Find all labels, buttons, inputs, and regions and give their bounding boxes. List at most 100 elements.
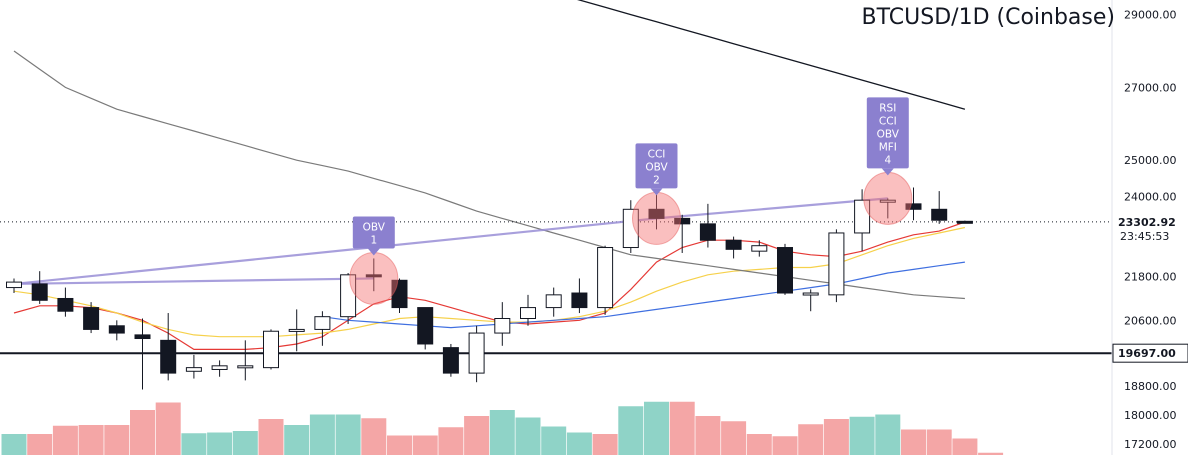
candle-countdown-label: 23:45:53 <box>1120 230 1169 243</box>
candle-down <box>134 334 151 340</box>
current-price-tag <box>1113 211 1188 246</box>
volume-bar <box>618 406 644 455</box>
candle-down <box>777 247 793 294</box>
volume-bar <box>258 419 284 455</box>
volume-bar <box>78 425 104 455</box>
volume-bar <box>232 431 258 455</box>
price-tick-label: 25000.00 <box>1124 154 1177 167</box>
candle-down <box>365 274 382 278</box>
candle-down <box>442 347 459 374</box>
volume-bar <box>721 421 747 455</box>
volume-bar <box>207 432 233 455</box>
ma-line <box>13 50 965 300</box>
candle-down <box>391 279 408 309</box>
volume-bar <box>566 432 592 455</box>
divergence-marker-circle <box>349 251 399 305</box>
divergence-marker-circle <box>863 171 913 225</box>
candle-up <box>185 367 202 372</box>
divergence-tag-text: CCI <box>879 115 897 127</box>
divergence-line <box>13 277 374 286</box>
volume-bar <box>798 424 824 455</box>
divergence-tag <box>866 97 909 169</box>
divergence-tag-text: 1 <box>370 234 377 246</box>
divergence-tag-pointer <box>881 168 894 176</box>
candle-down <box>417 307 434 345</box>
candle-down <box>674 217 691 225</box>
price-axis[interactable]: 29000.00 27000.00 25000.00 24000.00 21800.00… <box>1111 0 1188 455</box>
divergence-marker-circle <box>632 191 681 245</box>
volume-bar <box>926 429 952 455</box>
volume-bar <box>464 416 490 455</box>
candle-up <box>828 232 845 296</box>
candle-down <box>648 208 665 219</box>
support-level-tag <box>1112 343 1188 363</box>
price-tick-label: 27000.00 <box>1124 81 1177 94</box>
volume-bar <box>284 425 310 455</box>
candle-up <box>314 316 331 330</box>
divergence-tag-text: RSI <box>879 102 896 114</box>
volume-bar <box>901 429 926 455</box>
divergence-lines-layer <box>13 197 888 286</box>
volume-bar <box>875 414 901 455</box>
candle-up <box>751 245 768 252</box>
candle-down <box>956 220 973 224</box>
divergence-line <box>13 217 657 286</box>
candles-layer <box>6 187 973 390</box>
candle-up <box>468 332 485 374</box>
support-level-label: 19697.00 <box>1118 347 1176 360</box>
volume-bar <box>181 433 207 455</box>
volume-bar <box>746 434 772 455</box>
volume-bar <box>541 426 567 455</box>
volume-bar <box>695 416 721 455</box>
volume-bar <box>823 419 849 455</box>
levels-layer <box>0 221 1112 355</box>
candle-up <box>6 281 22 289</box>
volume-bar <box>978 452 1004 455</box>
volume-bar <box>849 416 875 455</box>
divergence-tag <box>635 143 678 189</box>
candle-down <box>57 297 74 312</box>
volume-bar <box>644 401 669 455</box>
candle-down <box>571 292 588 309</box>
price-tick-label: 18000.00 <box>1124 409 1177 422</box>
ma-line <box>577 0 966 110</box>
candle-up <box>494 318 511 334</box>
candle-down <box>83 307 100 330</box>
current-price-label: 23302.92 <box>1118 216 1176 229</box>
volume-bar <box>104 425 130 455</box>
volume-bar <box>412 435 438 455</box>
candle-down <box>108 325 125 334</box>
volume-bar <box>361 418 387 455</box>
volume-bar <box>592 434 618 455</box>
volume-bar <box>438 427 464 455</box>
volume-bar <box>27 434 53 455</box>
volume-bar <box>387 435 412 455</box>
candle-up <box>545 294 562 309</box>
candle-up <box>622 208 639 249</box>
candle-down <box>931 208 948 221</box>
price-tick-label: 21800.00 <box>1124 271 1177 284</box>
candle-down <box>905 203 922 210</box>
price-tick-label: 29000.00 <box>1124 9 1177 22</box>
candle-up <box>237 365 254 369</box>
volume-bar <box>1 434 27 455</box>
price-tick-label: 24000.00 <box>1124 191 1177 204</box>
divergence-tag-text: OBV <box>877 128 900 140</box>
divergence-tag-pointer <box>367 248 380 256</box>
divergence-line <box>656 197 888 220</box>
volume-bar <box>309 414 335 455</box>
divergence-tag <box>352 216 395 249</box>
volume-bar <box>335 414 361 455</box>
volume-layer <box>1 401 1004 455</box>
chart-title: BTCUSD/1D (Coinbase) <box>862 5 1115 30</box>
volume-bar <box>952 438 978 455</box>
volume-bar <box>489 410 515 455</box>
divergence-tag-text: MFI <box>879 141 897 153</box>
divergence-tag-text: CCI <box>648 148 666 160</box>
candle-up <box>211 365 228 370</box>
volume-bar <box>52 425 78 455</box>
volume-bar <box>772 436 798 455</box>
